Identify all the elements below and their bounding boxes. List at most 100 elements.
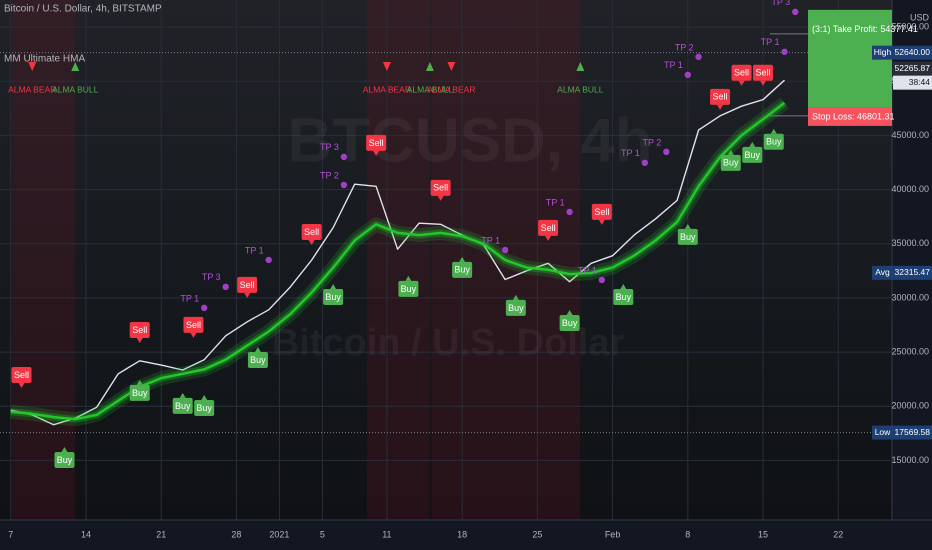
buy-pointer xyxy=(620,283,627,289)
signal-label: Buy xyxy=(401,284,417,294)
y-tick-label: 30000.00 xyxy=(891,292,929,302)
tp-dot xyxy=(340,181,348,189)
alma-label: ALMA BULL xyxy=(52,84,99,94)
sell-signal xyxy=(366,134,387,151)
x-tick-label: 22 xyxy=(833,529,843,539)
alma-marker xyxy=(447,62,456,71)
tp-label: TP 2 xyxy=(320,170,339,180)
buy-signal xyxy=(54,451,75,468)
tp-dot xyxy=(695,53,702,61)
buy-pointer xyxy=(405,275,412,281)
sell-signal xyxy=(710,88,731,105)
stop-loss-label: Stop Loss: 46801.31 xyxy=(812,111,895,121)
watermark-symbol: BTCUSD, 4h xyxy=(287,106,652,175)
buy-pointer xyxy=(727,149,734,155)
tp-dot xyxy=(265,256,272,264)
alma-label: ALMA BEAR xyxy=(427,84,475,94)
stop-loss-zone xyxy=(808,107,892,126)
buy-signal xyxy=(742,146,763,163)
sell-signal xyxy=(237,276,258,293)
tp-dot xyxy=(641,159,649,167)
buy-signal xyxy=(129,384,150,401)
signal-label: Buy xyxy=(175,401,191,411)
tp-dot xyxy=(663,148,670,156)
price-label-name: Avg xyxy=(875,267,890,277)
overlay-layer: Bitcoin / U.S. Dollar, 4h, BITSTAMP MM U… xyxy=(4,4,932,440)
tp-dot xyxy=(781,48,788,55)
price-label-box xyxy=(893,425,932,440)
buy-pointer xyxy=(749,141,756,147)
buy-pointer xyxy=(179,392,186,398)
sell-signal xyxy=(129,321,150,338)
x-tick-label: 14 xyxy=(81,529,91,539)
bear-zone xyxy=(12,0,76,520)
tp-dot xyxy=(684,71,692,79)
sell-signal xyxy=(591,203,612,220)
sell-pointer xyxy=(545,235,552,241)
x-tick-label: 28 xyxy=(231,529,241,539)
alma-label: ALMA BULL xyxy=(557,84,604,94)
signal-label: Sell xyxy=(594,207,609,217)
sell-pointer xyxy=(437,195,444,201)
sell-pointer xyxy=(308,239,315,245)
buy-signal xyxy=(613,288,634,305)
tp-label: TP 1 xyxy=(761,37,780,47)
buy-signal xyxy=(559,314,580,331)
tp-label: TP 1 xyxy=(180,293,199,303)
price-label-name-box xyxy=(872,45,893,60)
tp-dot xyxy=(340,153,348,161)
sell-signal xyxy=(183,316,204,333)
y-tick-label: 45000.00 xyxy=(891,130,929,140)
x-tick-label: 5 xyxy=(320,529,325,539)
signal-label: Buy xyxy=(562,318,578,328)
sell-pointer xyxy=(717,104,724,110)
price-label-name-box xyxy=(872,265,893,280)
tp-label: TP 1 xyxy=(664,60,683,70)
sell-signal xyxy=(11,366,32,383)
alma-label: ALMA BEAR xyxy=(8,84,56,94)
signal-label: Buy xyxy=(616,292,632,302)
signal-label: Buy xyxy=(57,455,73,465)
tp-dot xyxy=(200,304,208,312)
signal-label: Sell xyxy=(304,227,319,237)
axis-unit: USD xyxy=(910,12,930,22)
tp-label: TP 1 xyxy=(546,197,565,207)
buy-pointer xyxy=(61,446,68,452)
signal-label: Sell xyxy=(14,370,29,380)
alma-marker xyxy=(382,62,391,71)
countdown-box xyxy=(893,75,932,90)
alma-marker xyxy=(28,62,37,71)
signal-label: Buy xyxy=(766,137,782,147)
sell-pointer xyxy=(373,150,380,156)
alma-label: ALMA BULL xyxy=(407,84,454,94)
buy-pointer xyxy=(566,309,573,315)
signal-label: Buy xyxy=(325,292,341,302)
alma-marker xyxy=(425,62,434,71)
legend-indicator: MM Ultimate HMA xyxy=(4,54,85,65)
price-label-value: 52640.00 xyxy=(895,47,931,57)
sell-pointer xyxy=(190,332,197,338)
buy-signal xyxy=(172,397,193,414)
sell-signal xyxy=(753,64,774,81)
buy-signal xyxy=(505,299,526,316)
signal-label: Buy xyxy=(680,232,696,242)
signal-label: Buy xyxy=(723,158,739,168)
bear-zone xyxy=(366,0,430,520)
price-label-box xyxy=(893,61,932,76)
buy-signal xyxy=(398,280,419,297)
x-tick-label: 2021 xyxy=(269,529,289,539)
signal-label: Sell xyxy=(756,68,771,78)
x-tick-label: 7 xyxy=(8,529,13,539)
price-label-name: Low xyxy=(875,427,891,437)
x-tick-label: 18 xyxy=(457,529,467,539)
signal-label: Buy xyxy=(745,150,761,160)
sell-pointer xyxy=(18,382,25,388)
buy-signal xyxy=(247,351,268,368)
signal-label: Buy xyxy=(196,403,212,413)
legend-symbol: Bitcoin / U.S. Dollar, 4h, BITSTAMP xyxy=(4,4,162,15)
price-label-box xyxy=(893,265,932,280)
bands-layer xyxy=(12,0,581,520)
x-tick-label: 25 xyxy=(532,529,542,539)
buy-signal xyxy=(323,288,344,305)
